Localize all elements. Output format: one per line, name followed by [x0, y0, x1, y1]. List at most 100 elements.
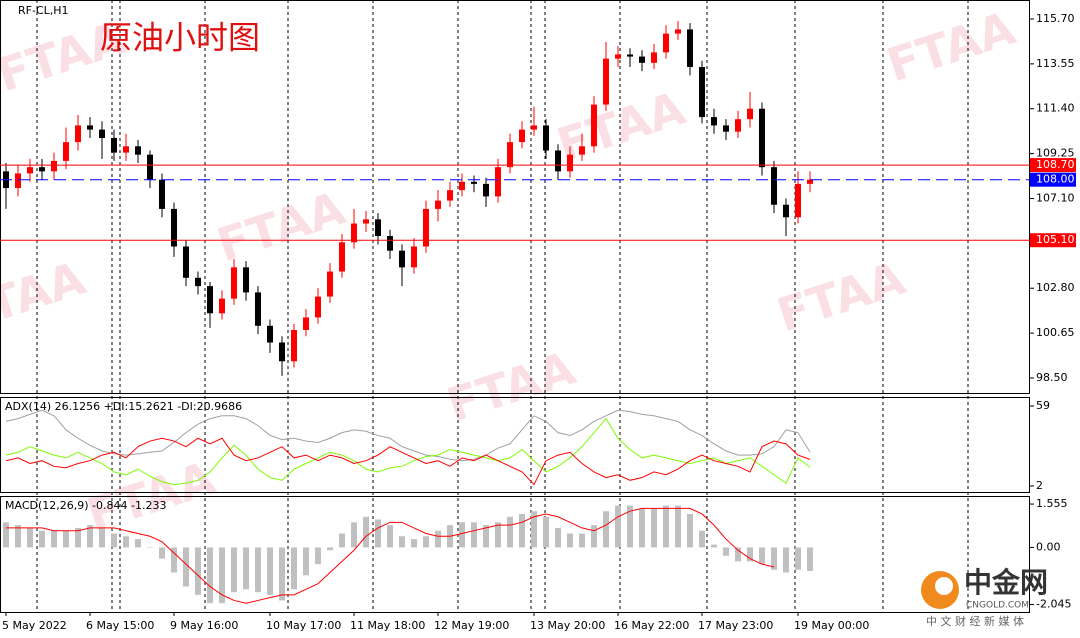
- candle-body: [519, 129, 525, 143]
- macd-bar: [135, 539, 141, 548]
- y-tick-label: 0.00: [1036, 540, 1061, 553]
- macd-bar: [291, 547, 297, 590]
- candle-body: [339, 242, 345, 272]
- macd-bar: [711, 544, 717, 548]
- candle-body: [507, 142, 513, 168]
- macd-bar: [471, 522, 477, 548]
- macd-bar: [519, 513, 525, 548]
- macd-bar: [387, 525, 393, 548]
- candle-body: [123, 146, 129, 153]
- macd-bar: [759, 547, 765, 565]
- macd-bar: [243, 547, 249, 590]
- macd-bar: [483, 525, 489, 548]
- logo: 中金网 CNGOLD.COM 中 文 财 经 新 媒 体: [921, 566, 1048, 628]
- candle-body: [135, 146, 141, 155]
- price-level-badge: [1030, 233, 1076, 248]
- macd-bar: [771, 547, 777, 570]
- x-tick-label: 9 May 16:00: [170, 619, 238, 632]
- macd-bar: [51, 530, 57, 548]
- price-level-label: 105.10: [1036, 233, 1075, 246]
- candle-body: [327, 271, 333, 297]
- panel-frames: [0, 0, 1030, 613]
- macd-bar: [99, 527, 105, 548]
- candle-body: [63, 142, 69, 161]
- macd-bar: [663, 505, 669, 548]
- macd-bar: [87, 525, 93, 548]
- x-tick-label: 5 May 2022: [2, 619, 67, 632]
- macd-bar: [627, 505, 633, 548]
- indicator-line: [5, 417, 811, 486]
- macd-bar: [603, 511, 609, 548]
- macd-bar: [699, 530, 705, 548]
- logo-name: 中金网: [964, 566, 1048, 599]
- candle-body: [771, 167, 777, 205]
- candle-body: [375, 219, 381, 237]
- candle-body: [567, 154, 573, 172]
- macd-bar: [399, 536, 405, 548]
- macd-bar: [411, 539, 417, 548]
- candle-body: [471, 181, 477, 184]
- macd-bar: [231, 547, 237, 593]
- price-level-badge: [1030, 172, 1076, 187]
- macd-bar: [615, 505, 621, 548]
- y-tick-label: 100.65: [1036, 326, 1075, 339]
- macd-bar: [327, 547, 333, 551]
- candle-body: [87, 125, 93, 130]
- candle-body: [39, 167, 45, 172]
- macd-bar: [351, 522, 357, 548]
- candle-body: [255, 292, 261, 326]
- candle-body: [663, 33, 669, 53]
- macd-bar: [219, 547, 225, 604]
- candle-body: [675, 29, 681, 34]
- candle-body: [639, 56, 645, 63]
- candle-body: [75, 125, 81, 143]
- macd-bar: [255, 547, 261, 593]
- candle-body: [15, 173, 21, 189]
- macd-bar: [795, 547, 801, 570]
- candle-body: [423, 208, 429, 247]
- candle-body: [627, 54, 633, 57]
- signal-line: [6, 507, 775, 604]
- macd-bar: [567, 533, 573, 548]
- candle-body: [651, 52, 657, 63]
- candle-body: [615, 54, 621, 59]
- y-tick-label: 2: [1036, 479, 1043, 492]
- y-tick-label: 111.40: [1036, 102, 1075, 115]
- x-tick-label: 16 May 22:00: [614, 619, 689, 632]
- macd-bar: [435, 530, 441, 548]
- macd-bar: [63, 530, 69, 548]
- candle-body: [231, 267, 237, 299]
- y-tick-label: -2.045: [1036, 597, 1071, 610]
- candle-body: [795, 183, 801, 218]
- x-tick-label: 12 May 19:00: [434, 619, 509, 632]
- x-tick-label: 11 May 18:00: [350, 619, 425, 632]
- macd-bar: [27, 527, 33, 548]
- candle-body: [399, 250, 405, 268]
- macd-bar: [39, 530, 45, 548]
- candle-body: [219, 298, 225, 314]
- candle-body: [807, 179, 813, 184]
- macd-bar: [171, 547, 177, 573]
- macd-bar: [267, 547, 273, 595]
- price-level-label: 108.70: [1036, 158, 1075, 171]
- candle-body: [147, 154, 153, 180]
- macd-bar: [807, 547, 813, 571]
- candle-body: [687, 29, 693, 67]
- logo-slogan: 中 文 财 经 新 媒 体: [926, 614, 1024, 628]
- macd-bar: [459, 522, 465, 548]
- candle-body: [171, 208, 177, 247]
- y-tick-label: 102.80: [1036, 281, 1075, 294]
- candle-body: [447, 190, 453, 201]
- indicator-line: [5, 409, 811, 462]
- candle-body: [291, 329, 297, 362]
- macd-bar: [687, 513, 693, 548]
- macd-bar: [3, 522, 9, 548]
- macd-bar: [531, 511, 537, 548]
- candle-body: [579, 146, 585, 155]
- price-level-badge: [1030, 158, 1076, 173]
- candle-body: [279, 342, 285, 362]
- candle-body: [195, 277, 201, 287]
- macd-bar: [495, 522, 501, 548]
- indicator-line: [5, 437, 811, 486]
